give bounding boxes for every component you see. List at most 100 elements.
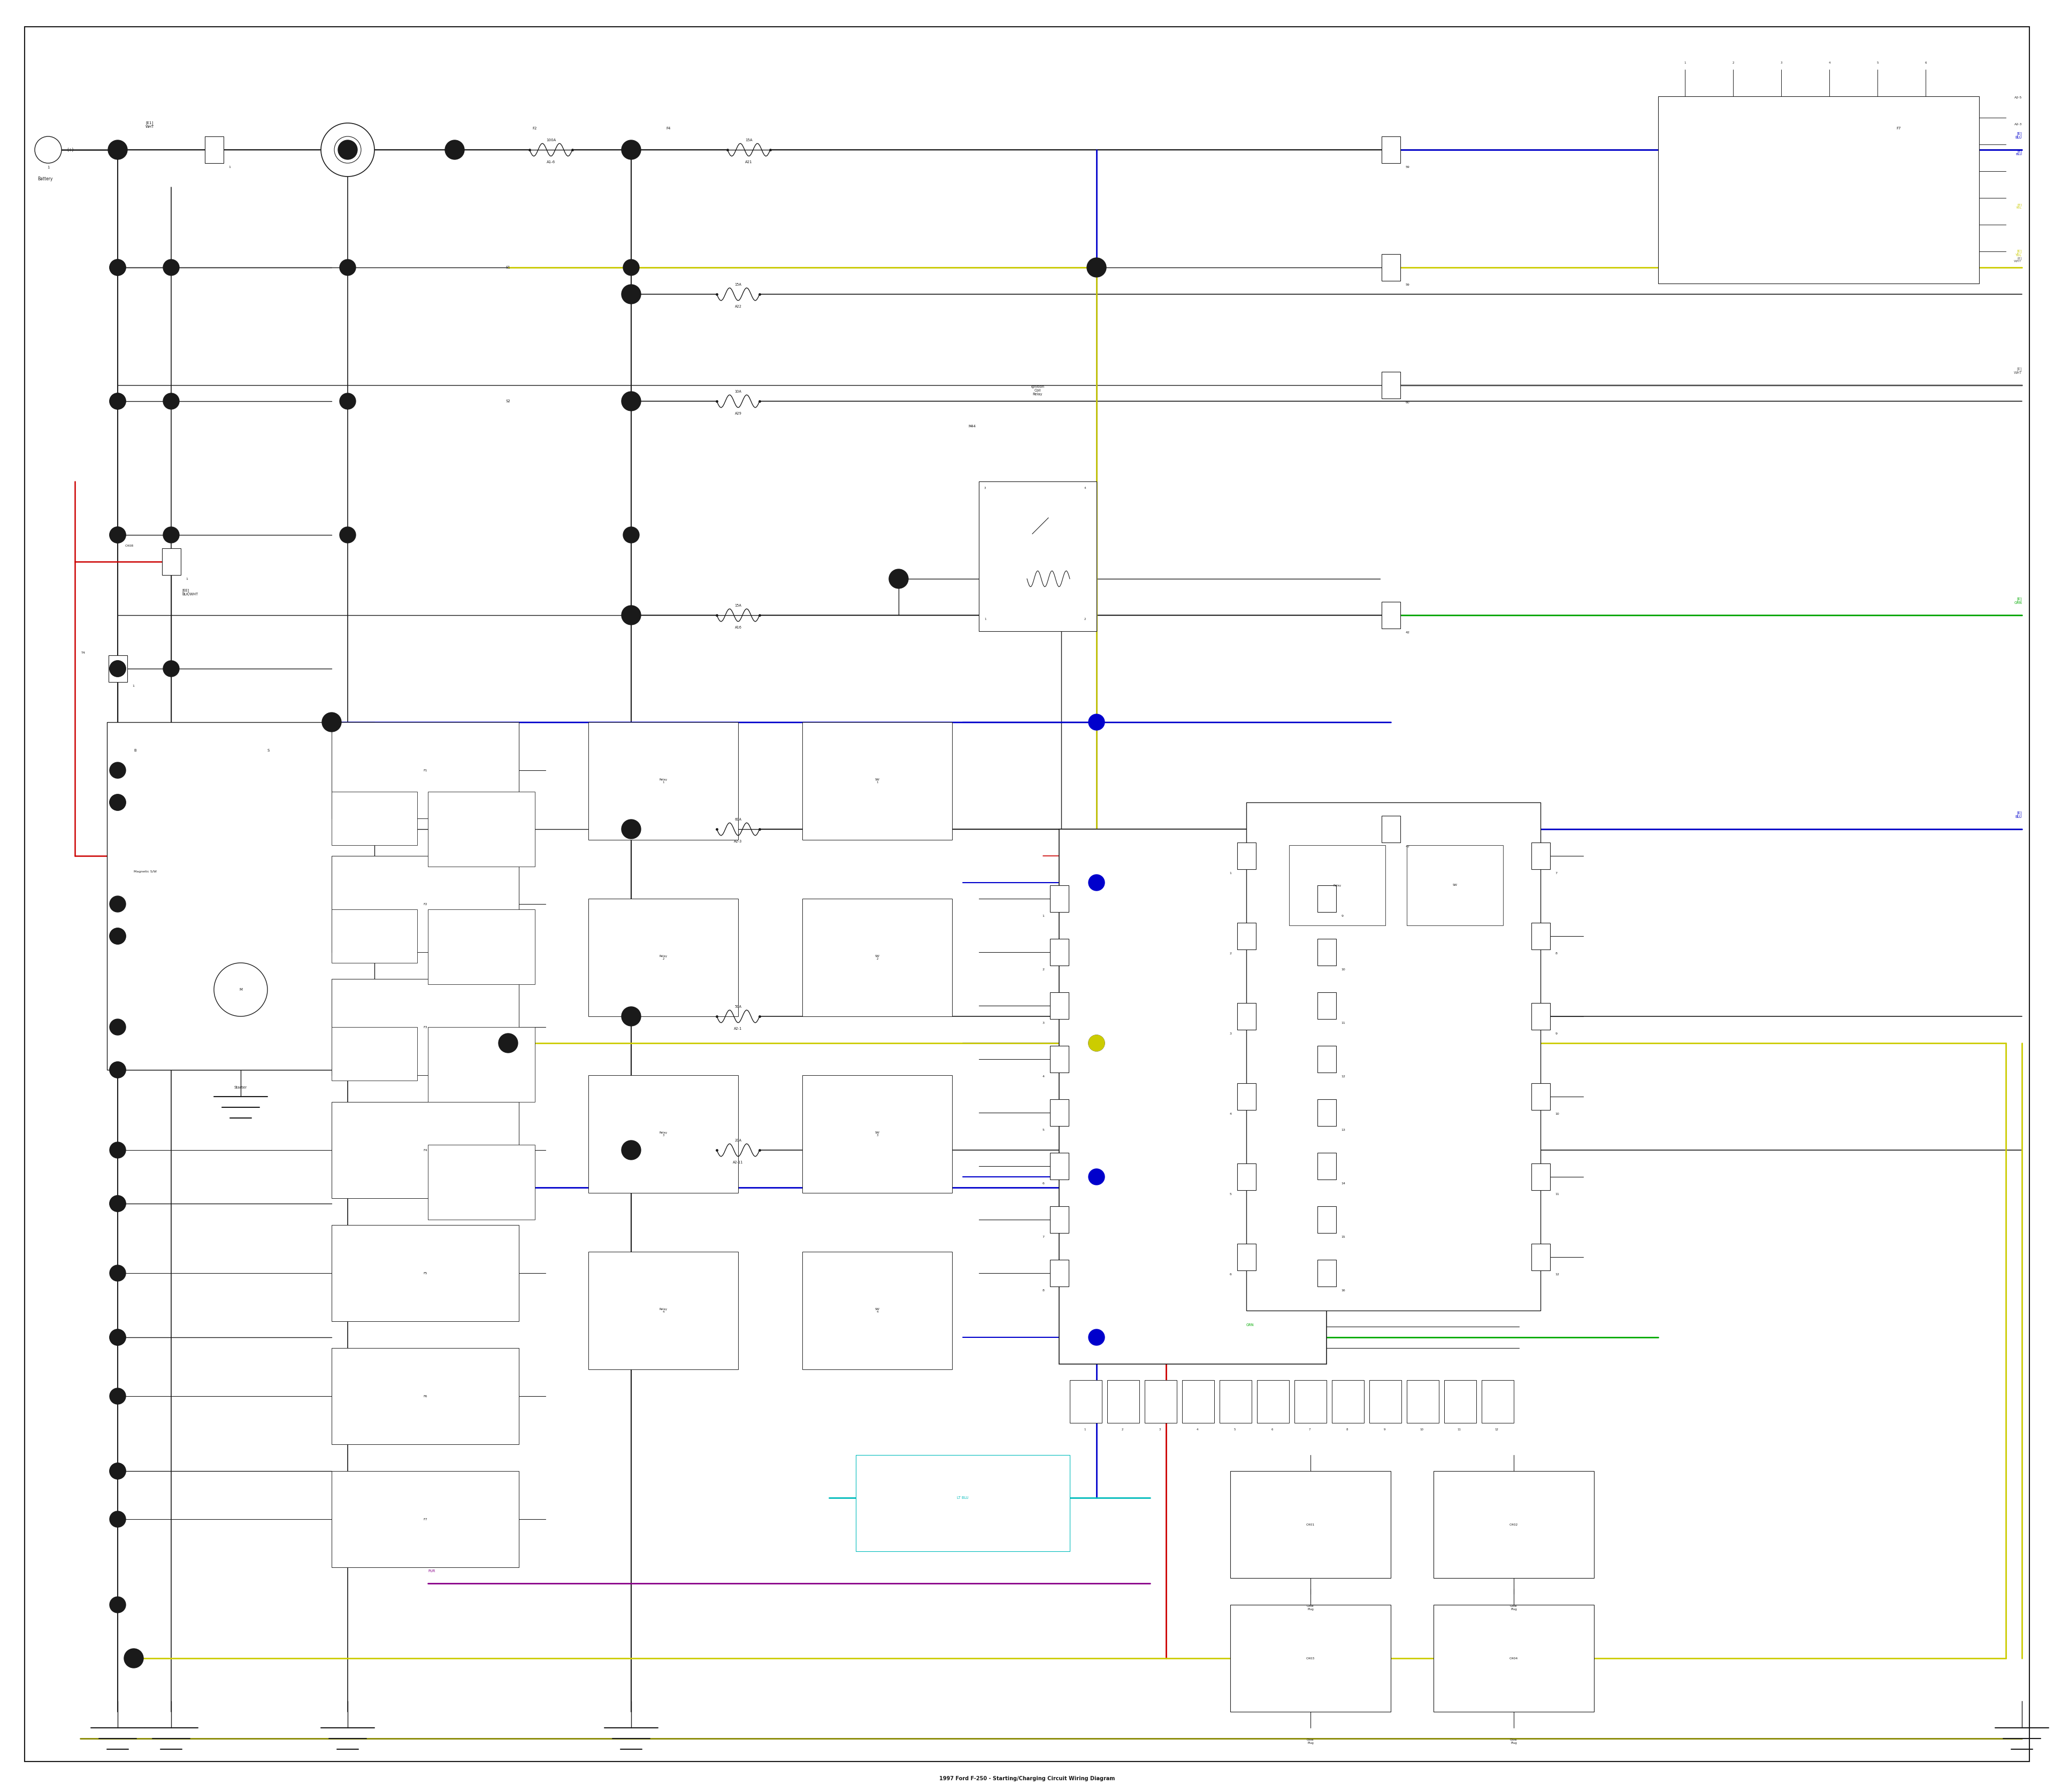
Circle shape xyxy=(109,527,125,543)
Text: 1: 1 xyxy=(185,577,189,581)
Bar xyxy=(427,909,534,984)
Bar xyxy=(1237,923,1255,950)
Bar xyxy=(1237,1163,1255,1190)
Circle shape xyxy=(339,527,355,543)
Text: (+): (+) xyxy=(68,147,74,152)
Bar xyxy=(1070,1380,1101,1423)
Text: 2: 2 xyxy=(1230,952,1232,955)
Text: 1: 1 xyxy=(131,685,134,688)
Text: 15A: 15A xyxy=(735,283,741,287)
Text: 5: 5 xyxy=(1041,1129,1043,1131)
Circle shape xyxy=(622,392,639,409)
Circle shape xyxy=(109,762,125,778)
Circle shape xyxy=(889,570,908,588)
Text: C403: C403 xyxy=(1306,1658,1315,1659)
Text: [E]
YEL: [E] YEL xyxy=(2015,202,2021,210)
Text: 59: 59 xyxy=(1405,283,1409,287)
Bar xyxy=(1530,1163,1551,1190)
Bar xyxy=(803,1253,953,1369)
Bar xyxy=(1658,97,1980,283)
Bar xyxy=(1317,1260,1335,1287)
Text: 100A: 100A xyxy=(546,138,557,142)
Bar xyxy=(1050,1047,1068,1073)
Text: 1: 1 xyxy=(1041,914,1043,918)
Bar xyxy=(1530,923,1551,950)
Text: 6: 6 xyxy=(1230,1272,1232,1276)
Bar xyxy=(1382,371,1401,398)
Circle shape xyxy=(1089,1168,1105,1185)
Text: SW
1: SW 1 xyxy=(875,778,879,783)
Circle shape xyxy=(622,1007,641,1027)
Text: 12: 12 xyxy=(1341,1075,1345,1077)
Bar xyxy=(1382,254,1401,281)
Text: SW
3: SW 3 xyxy=(875,1131,879,1136)
Bar xyxy=(1331,1380,1364,1423)
Bar xyxy=(980,482,1097,631)
Circle shape xyxy=(335,136,362,163)
Text: 12: 12 xyxy=(1495,1428,1499,1432)
Circle shape xyxy=(109,392,125,409)
Circle shape xyxy=(109,1195,125,1211)
Bar xyxy=(205,136,224,163)
Text: Relay: Relay xyxy=(1333,883,1341,887)
Text: F2: F2 xyxy=(532,127,538,131)
Text: M44: M44 xyxy=(967,425,976,428)
Text: 59: 59 xyxy=(1405,167,1409,168)
Circle shape xyxy=(109,794,125,810)
Text: A22: A22 xyxy=(735,305,741,308)
Bar xyxy=(587,1253,737,1369)
Bar xyxy=(331,909,417,962)
Bar xyxy=(1050,1260,1068,1287)
Circle shape xyxy=(1089,1330,1105,1346)
Circle shape xyxy=(109,1265,125,1281)
Circle shape xyxy=(109,260,125,276)
Bar xyxy=(1220,1380,1251,1423)
Text: [E]
YEL: [E] YEL xyxy=(2015,249,2021,256)
Circle shape xyxy=(109,1063,125,1077)
Bar xyxy=(1434,1606,1594,1711)
Text: C408: C408 xyxy=(125,545,134,547)
Text: [E]
WHT: [E] WHT xyxy=(2015,256,2021,263)
Text: A2-3: A2-3 xyxy=(733,840,741,842)
Text: [E]
BLU: [E] BLU xyxy=(2015,812,2021,819)
Text: 13: 13 xyxy=(1341,1129,1345,1131)
Circle shape xyxy=(109,928,125,944)
Text: Relay
4: Relay 4 xyxy=(659,1308,668,1314)
Circle shape xyxy=(622,527,639,543)
Bar xyxy=(1237,1244,1255,1271)
Circle shape xyxy=(109,260,125,276)
Circle shape xyxy=(109,1511,125,1527)
Text: 12: 12 xyxy=(1555,1272,1559,1276)
Circle shape xyxy=(109,527,125,543)
Circle shape xyxy=(109,1020,125,1036)
Circle shape xyxy=(109,896,125,912)
Text: 8: 8 xyxy=(1555,952,1557,955)
Text: [E]
WHT: [E] WHT xyxy=(2013,367,2021,375)
Bar xyxy=(1237,1004,1255,1030)
Text: 10: 10 xyxy=(1341,968,1345,971)
Text: F1: F1 xyxy=(423,769,427,772)
Bar xyxy=(331,1102,520,1199)
Text: A2-3: A2-3 xyxy=(2015,124,2021,129)
Text: 16: 16 xyxy=(1341,1288,1345,1292)
Circle shape xyxy=(162,392,179,409)
Text: M: M xyxy=(238,987,242,991)
Bar xyxy=(1370,1380,1401,1423)
Bar xyxy=(1317,1152,1335,1179)
Text: S1: S1 xyxy=(505,265,511,269)
Text: F7: F7 xyxy=(1896,127,1902,131)
Circle shape xyxy=(622,285,641,305)
Text: C401: C401 xyxy=(1306,1523,1315,1525)
Circle shape xyxy=(622,392,641,410)
Circle shape xyxy=(622,819,641,839)
Circle shape xyxy=(1089,715,1105,729)
Bar xyxy=(1050,885,1068,912)
Circle shape xyxy=(162,661,179,677)
Text: A2-11: A2-11 xyxy=(733,1161,744,1165)
Bar xyxy=(331,1471,520,1568)
Bar xyxy=(1230,1606,1391,1711)
Text: Glow
Plug: Glow Plug xyxy=(1306,1606,1315,1611)
Text: SW
2: SW 2 xyxy=(875,955,879,961)
Bar xyxy=(1050,1098,1068,1125)
Text: C404: C404 xyxy=(1510,1658,1518,1659)
